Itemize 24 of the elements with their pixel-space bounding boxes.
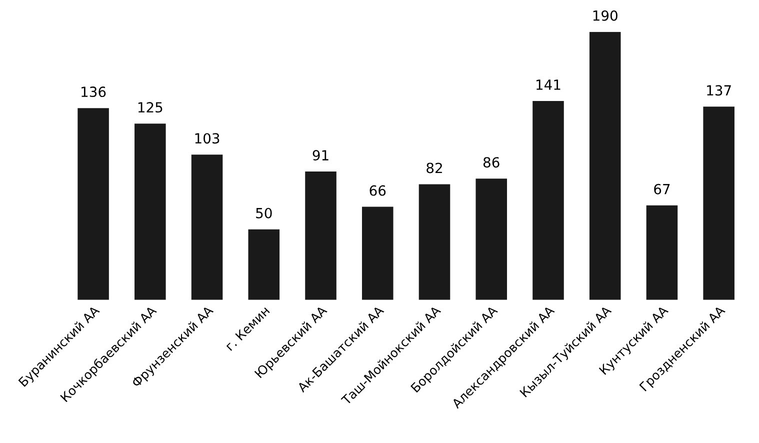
data-label: 91 (312, 150, 328, 161)
data-label: 103 (195, 133, 220, 144)
bar (248, 229, 280, 300)
bar (78, 108, 109, 300)
bar (191, 154, 223, 300)
bar (703, 106, 734, 300)
bar (305, 172, 336, 300)
data-label: 125 (138, 102, 162, 113)
data-label: 67 (654, 184, 670, 194)
data-label: 82 (426, 162, 442, 174)
bar (418, 184, 450, 300)
data-label: 190 (593, 10, 618, 21)
bar (589, 32, 621, 300)
bar (646, 205, 678, 300)
data-label: 66 (370, 185, 386, 196)
bar (362, 206, 394, 300)
data-label: 141 (536, 80, 560, 90)
data-label: 136 (82, 86, 106, 98)
data-label: 137 (707, 85, 731, 96)
bar (476, 178, 508, 300)
data-label: 86 (483, 157, 500, 168)
data-label: 50 (256, 208, 272, 218)
bar (134, 124, 166, 300)
bar (532, 101, 564, 300)
